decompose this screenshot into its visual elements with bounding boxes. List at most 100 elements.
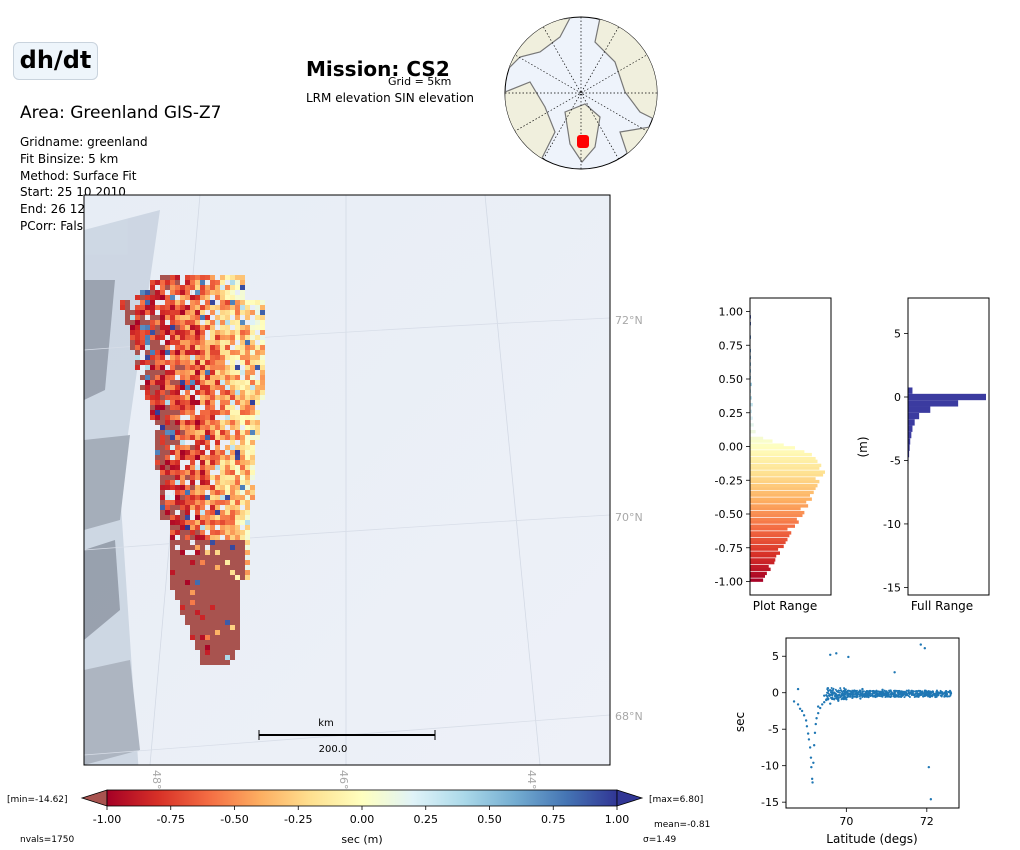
scatter-point [884, 693, 887, 696]
plot-range-bar [750, 527, 788, 531]
scatter-point [870, 692, 873, 695]
metadata-method: Method: Surface Fit [20, 168, 137, 183]
plot-range-bar [750, 537, 788, 542]
scatter-point [875, 691, 878, 694]
plot-range-bar [750, 554, 777, 558]
scatter-point [910, 691, 913, 694]
scatter-point [830, 687, 833, 690]
scatter-point [929, 798, 933, 801]
full-range-bar [908, 425, 913, 432]
plot-range-bars [750, 315, 825, 582]
plot-range-bar [750, 470, 825, 474]
scatter-point [829, 689, 832, 692]
scatter-point [852, 695, 855, 698]
scatter-point [900, 692, 903, 695]
plot-range-bar [750, 544, 784, 549]
scatter-xtick-label: 72 [920, 815, 934, 828]
plot-range-bar [750, 402, 753, 407]
plot-range-bar [750, 564, 769, 569]
scatter-point [812, 744, 816, 747]
scatter-ylabel: sec [733, 712, 747, 732]
scatter-point [808, 746, 812, 749]
scatter-point [841, 694, 844, 697]
scatter-point [927, 765, 931, 769]
scatter-point [869, 695, 872, 698]
scatter-point [865, 690, 868, 693]
plot-range-bar [750, 533, 790, 538]
full-range-tick-label: -5 [890, 454, 901, 467]
lon-label-44: 44°W [525, 770, 538, 790]
lon-label-48: 48°W [150, 770, 163, 790]
metadata-binsize: Fit Binsize: 5 km [20, 151, 119, 166]
plot-range-tick-label: -0.75 [715, 542, 743, 555]
scatter-point [862, 695, 865, 698]
scatter-point [848, 692, 851, 695]
scale-bar: km 200.0 [258, 718, 436, 755]
plot-range-bar [750, 510, 805, 515]
scatter-point [857, 691, 860, 694]
scatter-point [843, 697, 846, 700]
full-range-bar [908, 393, 986, 401]
scalebar-value: 200.0 [319, 744, 348, 755]
scatter-point [802, 714, 806, 717]
scatter-point [842, 692, 845, 695]
scatter-point [893, 690, 896, 693]
scatter-point [838, 694, 841, 697]
scatter-point [896, 691, 899, 694]
scatter-point [947, 690, 950, 693]
colorbar-gradient [106, 789, 618, 807]
scatter-point [800, 709, 804, 713]
scatter-point [908, 691, 911, 694]
scatter-point [840, 690, 843, 693]
scatter-point [905, 689, 908, 692]
map-frame [83, 194, 611, 766]
scatter-point [814, 722, 817, 726]
scatter-point [874, 694, 877, 697]
plot-range-bar [750, 531, 792, 535]
full-range-frame [907, 297, 990, 596]
scatter-point [816, 711, 820, 715]
full-range-bar [908, 387, 913, 394]
metadata-pcorr: PCorr: False [20, 218, 91, 233]
full-range-bar [908, 412, 920, 420]
scatter-point [928, 690, 931, 693]
scatter-point [919, 691, 922, 694]
plot-range-bar [750, 416, 753, 420]
scatter-point [859, 697, 862, 700]
scatter-point [804, 719, 808, 722]
colorbar-tick-label: 0.50 [477, 813, 502, 826]
scatter-point [893, 693, 896, 696]
scatter-point [921, 691, 924, 694]
scatter-point [925, 694, 928, 697]
scatter-point [842, 696, 845, 699]
scatter-point [844, 696, 847, 699]
plot-range-bar [750, 463, 822, 468]
grid-size-label: Grid = 5km [388, 75, 452, 88]
plot-range-bar [750, 409, 752, 414]
plot-range-bar [750, 446, 795, 450]
full-range-histogram: 5 0 -5 -10 -15 (m) Full Range [856, 297, 990, 613]
scatter-point [861, 687, 864, 691]
scatter-point [810, 765, 813, 769]
scatter-point [943, 695, 946, 698]
full-range-bar [908, 419, 915, 426]
plot-range-bar [750, 524, 795, 528]
scatter-point [816, 705, 820, 708]
scatter-point [813, 731, 817, 735]
scatter-point [880, 695, 883, 698]
scatter-point [897, 694, 900, 697]
full-range-ylabel: (m) [856, 436, 870, 457]
scatter-point [939, 689, 942, 692]
area-marker [577, 135, 589, 148]
full-range-tick-label: -15 [883, 581, 901, 594]
scatter-point [901, 694, 904, 697]
lat-label-70: 70°N [615, 511, 643, 524]
plot-range-bar [750, 450, 805, 454]
colorbar-tick-label: 0.75 [541, 813, 566, 826]
scatter-point [846, 692, 849, 695]
lat-label-72: 72°N [615, 314, 643, 327]
plot-range-bar [750, 506, 801, 511]
scatter-point [831, 689, 834, 692]
scatter-point [833, 694, 836, 697]
scatter-point [916, 690, 919, 693]
